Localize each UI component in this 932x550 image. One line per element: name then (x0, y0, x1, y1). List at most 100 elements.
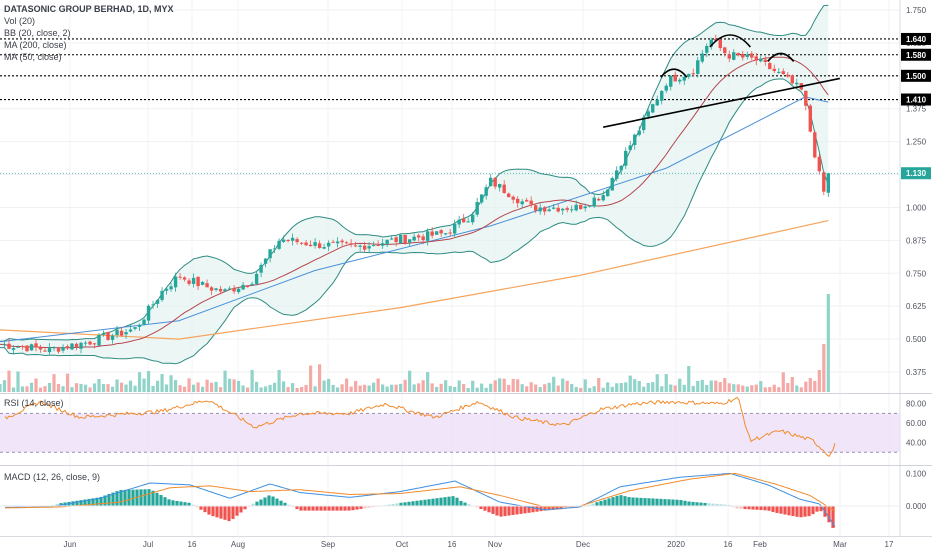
candle-body (457, 219, 461, 225)
candle-body (164, 288, 169, 291)
rsi-pane: 80.00 60.00 40.00 (0, 393, 932, 457)
candle-body (822, 172, 826, 192)
candle-body (700, 53, 704, 62)
candle-body (642, 117, 646, 131)
volume-bar (142, 378, 146, 392)
candle-body (101, 333, 106, 335)
candle-body (470, 214, 475, 223)
volume-bar (700, 379, 704, 392)
macd-histogram-bar (295, 506, 299, 510)
volume-bar (205, 379, 209, 392)
time-axis: Jun Jul 16 Aug Sep Oct 16 Nov Dec 2020 16 Feb Mar 17 (0, 536, 932, 549)
macd-histogram-bar (727, 504, 731, 506)
candle-body (56, 348, 61, 352)
candle-body (461, 218, 466, 223)
volume-bar (610, 386, 614, 392)
volume-bar (254, 381, 259, 392)
macd-histogram-bar (487, 506, 491, 513)
candle-body (142, 319, 146, 325)
volume-bar (426, 372, 430, 392)
candle-body (241, 284, 245, 290)
candle-body (304, 242, 308, 246)
volume-bar (453, 386, 457, 392)
candle-body (606, 189, 610, 197)
macd-histogram-bar (303, 506, 307, 511)
candle-body (678, 79, 682, 82)
macd-histogram-bar (155, 492, 159, 506)
volume-bar (480, 383, 484, 392)
macd-histogram-bar (787, 506, 791, 516)
candle-body (588, 205, 592, 207)
candle-body (403, 234, 407, 244)
legend-volume[interactable]: Vol (20) (4, 16, 36, 26)
candle-body (421, 236, 425, 241)
macd-histogram-bar (731, 506, 735, 508)
volume-bar (583, 379, 587, 392)
macd-histogram-bar (203, 506, 207, 513)
candle-body (754, 56, 758, 61)
volume-bar (394, 384, 398, 392)
macd-histogram-bar (711, 503, 715, 506)
macd-histogram-bar (635, 497, 639, 506)
candle-body (97, 334, 101, 346)
macd-histogram-bar (767, 506, 771, 511)
candle-body (79, 342, 83, 349)
candle-body (786, 74, 790, 77)
candle-body (61, 346, 65, 351)
volume-bar (633, 379, 637, 392)
candle-body (808, 105, 812, 132)
candle-body (182, 277, 187, 280)
volume-bar (268, 384, 272, 392)
macd-histogram-bar (183, 502, 187, 506)
macd-histogram-bar (119, 489, 123, 506)
macd-histogram-bar (311, 506, 315, 511)
macd-histogram-bar (695, 502, 699, 506)
macd-histogram-bar (799, 506, 803, 518)
volume-bar (164, 384, 169, 392)
volume-bar (768, 387, 772, 392)
volume-bar (106, 384, 110, 392)
candle-body (286, 240, 290, 242)
candle-body (205, 283, 209, 288)
volume-bar (173, 380, 178, 392)
candle-body (817, 156, 822, 172)
macd-title[interactable]: MACD (12, 26, close, 9) (4, 472, 101, 482)
volume-bar (669, 384, 673, 392)
rsi-title[interactable]: RSI (14, close) (4, 398, 64, 408)
legend-ma200[interactable]: MA (200, close) (4, 40, 67, 50)
level-tag (901, 32, 931, 45)
neckline-trendline (603, 77, 841, 128)
candle-body (718, 39, 722, 49)
macd-histogram-bar (319, 506, 323, 511)
volume-bar (363, 384, 367, 392)
bollinger-bands (0, 5, 829, 364)
volume-bar (489, 383, 493, 392)
volume-bar (691, 385, 695, 392)
volume-bar (772, 384, 776, 392)
pattern-arc (660, 68, 688, 78)
legend-bollinger[interactable]: BB (20, close, 2) (4, 28, 71, 38)
candle-body (92, 343, 97, 345)
candle-body (552, 207, 556, 209)
candle-body (443, 233, 448, 235)
candle-body (236, 288, 241, 293)
macd-histogram-bar (75, 500, 79, 506)
volume-bar (601, 387, 605, 392)
candle-body (592, 197, 596, 207)
candle-body (394, 237, 398, 243)
volume-bar (119, 382, 124, 392)
macd-histogram-bar (827, 506, 831, 523)
macd-histogram-bar (171, 500, 175, 506)
macd-histogram-bar (323, 506, 327, 511)
candle-body (371, 245, 376, 247)
volume-bar (286, 387, 290, 392)
macd-line (5, 472, 836, 527)
legend-ma50[interactable]: MA (50, close) (4, 52, 62, 62)
candle-body (223, 289, 227, 292)
level-tag-label: 1.500 (906, 72, 927, 81)
macd-histogram-bar (691, 501, 695, 506)
candle-body (340, 240, 344, 243)
volume-bar (34, 378, 38, 392)
macd-histogram-bar (599, 500, 603, 506)
